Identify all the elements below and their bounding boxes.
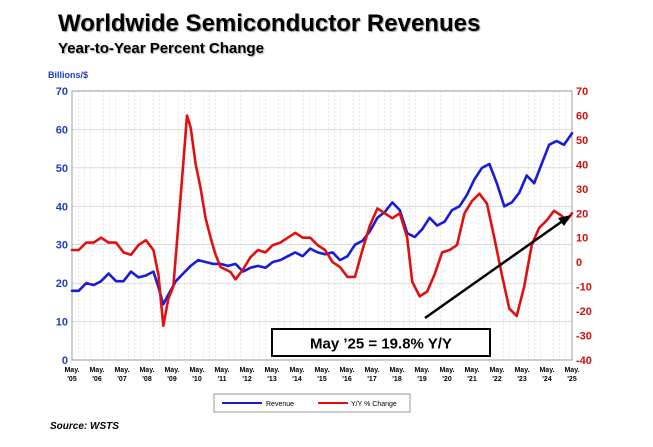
right-tick-label: -30 — [576, 331, 592, 343]
right-tick-label: 30 — [576, 184, 588, 196]
right-tick-label: 0 — [576, 257, 582, 269]
left-tick-label: 40 — [56, 201, 68, 213]
x-tick-label-month: May. — [514, 367, 529, 374]
x-tick-label-month: May. — [239, 367, 254, 374]
x-tick-label-month: May. — [539, 367, 554, 374]
left-tick-label: 0 — [62, 355, 68, 367]
legend: Revenue Y/Y % Change — [213, 393, 411, 413]
x-tick-label-month: May. — [364, 367, 379, 374]
x-tick-label-year: '07 — [117, 376, 127, 383]
x-tick-label-month: May. — [114, 367, 129, 374]
x-axis: May. '05 May. '06 May. '07 May. '08 May. '09 May. '… — [64, 367, 579, 383]
plot-frame — [71, 90, 573, 361]
right-tick-label: 10 — [576, 233, 588, 245]
x-tick-label-month: May. — [64, 367, 79, 374]
series-layer — [70, 114, 574, 328]
x-tick-label-month: May. — [439, 367, 454, 374]
yoy-change-line — [70, 114, 574, 328]
chart-title: Worldwide Semiconductor Revenues — [58, 10, 481, 37]
legend-label-revenue: Revenue — [266, 401, 294, 408]
x-tick-label-month: May. — [389, 367, 404, 374]
plot-border — [71, 90, 573, 361]
left-tick-label: 30 — [56, 240, 68, 252]
legend-box — [213, 393, 411, 413]
annotation-box — [271, 328, 491, 357]
right-tick-label: 40 — [576, 159, 588, 171]
trend-arrow — [424, 218, 565, 320]
x-tick-label-month: May. — [139, 367, 154, 374]
x-tick-label-year: '14 — [292, 376, 302, 383]
left-tick-label: 50 — [56, 163, 68, 175]
legend-label-yoy: Y/Y % Change — [351, 401, 397, 408]
right-tick-label: 20 — [576, 208, 588, 220]
x-tick-label-year: '11 — [217, 376, 226, 383]
trend-arrow-head — [558, 215, 571, 226]
x-tick-label-year: '05 — [67, 376, 77, 383]
x-tick-label-year: '22 — [492, 376, 502, 383]
x-tick-label-month: May. — [489, 367, 504, 374]
annotation-group: May ’25 = 19.8% Y/Y — [271, 215, 571, 357]
x-tick-label-year: '24 — [542, 376, 552, 383]
x-tick-label-year: '13 — [267, 376, 277, 383]
x-tick-label-month: May. — [314, 367, 329, 374]
x-tick-label-month: May. — [189, 367, 204, 374]
source-note: Source: WSTS — [50, 421, 119, 432]
x-tick-label-year: '23 — [517, 376, 527, 383]
right-tick-label: 70 — [576, 86, 588, 98]
left-tick-label: 20 — [56, 278, 68, 290]
right-tick-label: -40 — [576, 355, 592, 367]
x-tick-label-month: May. — [264, 367, 279, 374]
left-axis-unit-label: Billions/$ — [48, 70, 88, 80]
annotation-text: May ’25 = 19.8% Y/Y — [310, 336, 452, 353]
left-axis: 0 10 20 30 40 50 60 70 — [56, 86, 68, 367]
x-tick-label-year: '09 — [167, 376, 177, 383]
x-tick-label-year: '15 — [317, 376, 327, 383]
x-tick-label-year: '16 — [342, 376, 352, 383]
x-tick-label-year: '20 — [442, 376, 452, 383]
x-tick-label-month: May. — [164, 367, 179, 374]
right-tick-label: 60 — [576, 110, 588, 122]
x-tick-label-year: '12 — [242, 376, 252, 383]
right-tick-label: 50 — [576, 135, 588, 147]
x-tick-label-year: '21 — [467, 376, 477, 383]
left-tick-label: 10 — [56, 317, 68, 329]
right-tick-label: -10 — [576, 282, 592, 294]
x-tick-label-month: May. — [289, 367, 304, 374]
x-tick-label-year: '08 — [142, 376, 152, 383]
chart-grid — [72, 90, 572, 361]
x-tick-label-year: '17 — [367, 376, 377, 383]
right-tick-label: -20 — [576, 306, 592, 318]
x-tick-label-month: May. — [564, 367, 579, 374]
left-tick-label: 60 — [56, 124, 68, 136]
x-tick-label-year: '06 — [92, 376, 102, 383]
x-tick-label-month: May. — [214, 367, 229, 374]
x-tick-label-month: May. — [464, 367, 479, 374]
x-tick-label-month: May. — [89, 367, 104, 374]
right-axis: -40 -30 -20 -10 0 10 20 30 40 50 60 70 — [576, 86, 592, 367]
x-tick-label-year: '19 — [417, 376, 427, 383]
left-tick-label: 70 — [56, 86, 68, 98]
x-tick-label-month: May. — [414, 367, 429, 374]
x-tick-label-year: '25 — [567, 376, 577, 383]
x-tick-label-month: May. — [339, 367, 354, 374]
x-tick-label-year: '18 — [392, 376, 402, 383]
x-tick-label-year: '10 — [192, 376, 202, 383]
chart-subtitle: Year-to-Year Percent Change — [58, 40, 264, 57]
revenue-line — [70, 132, 574, 306]
